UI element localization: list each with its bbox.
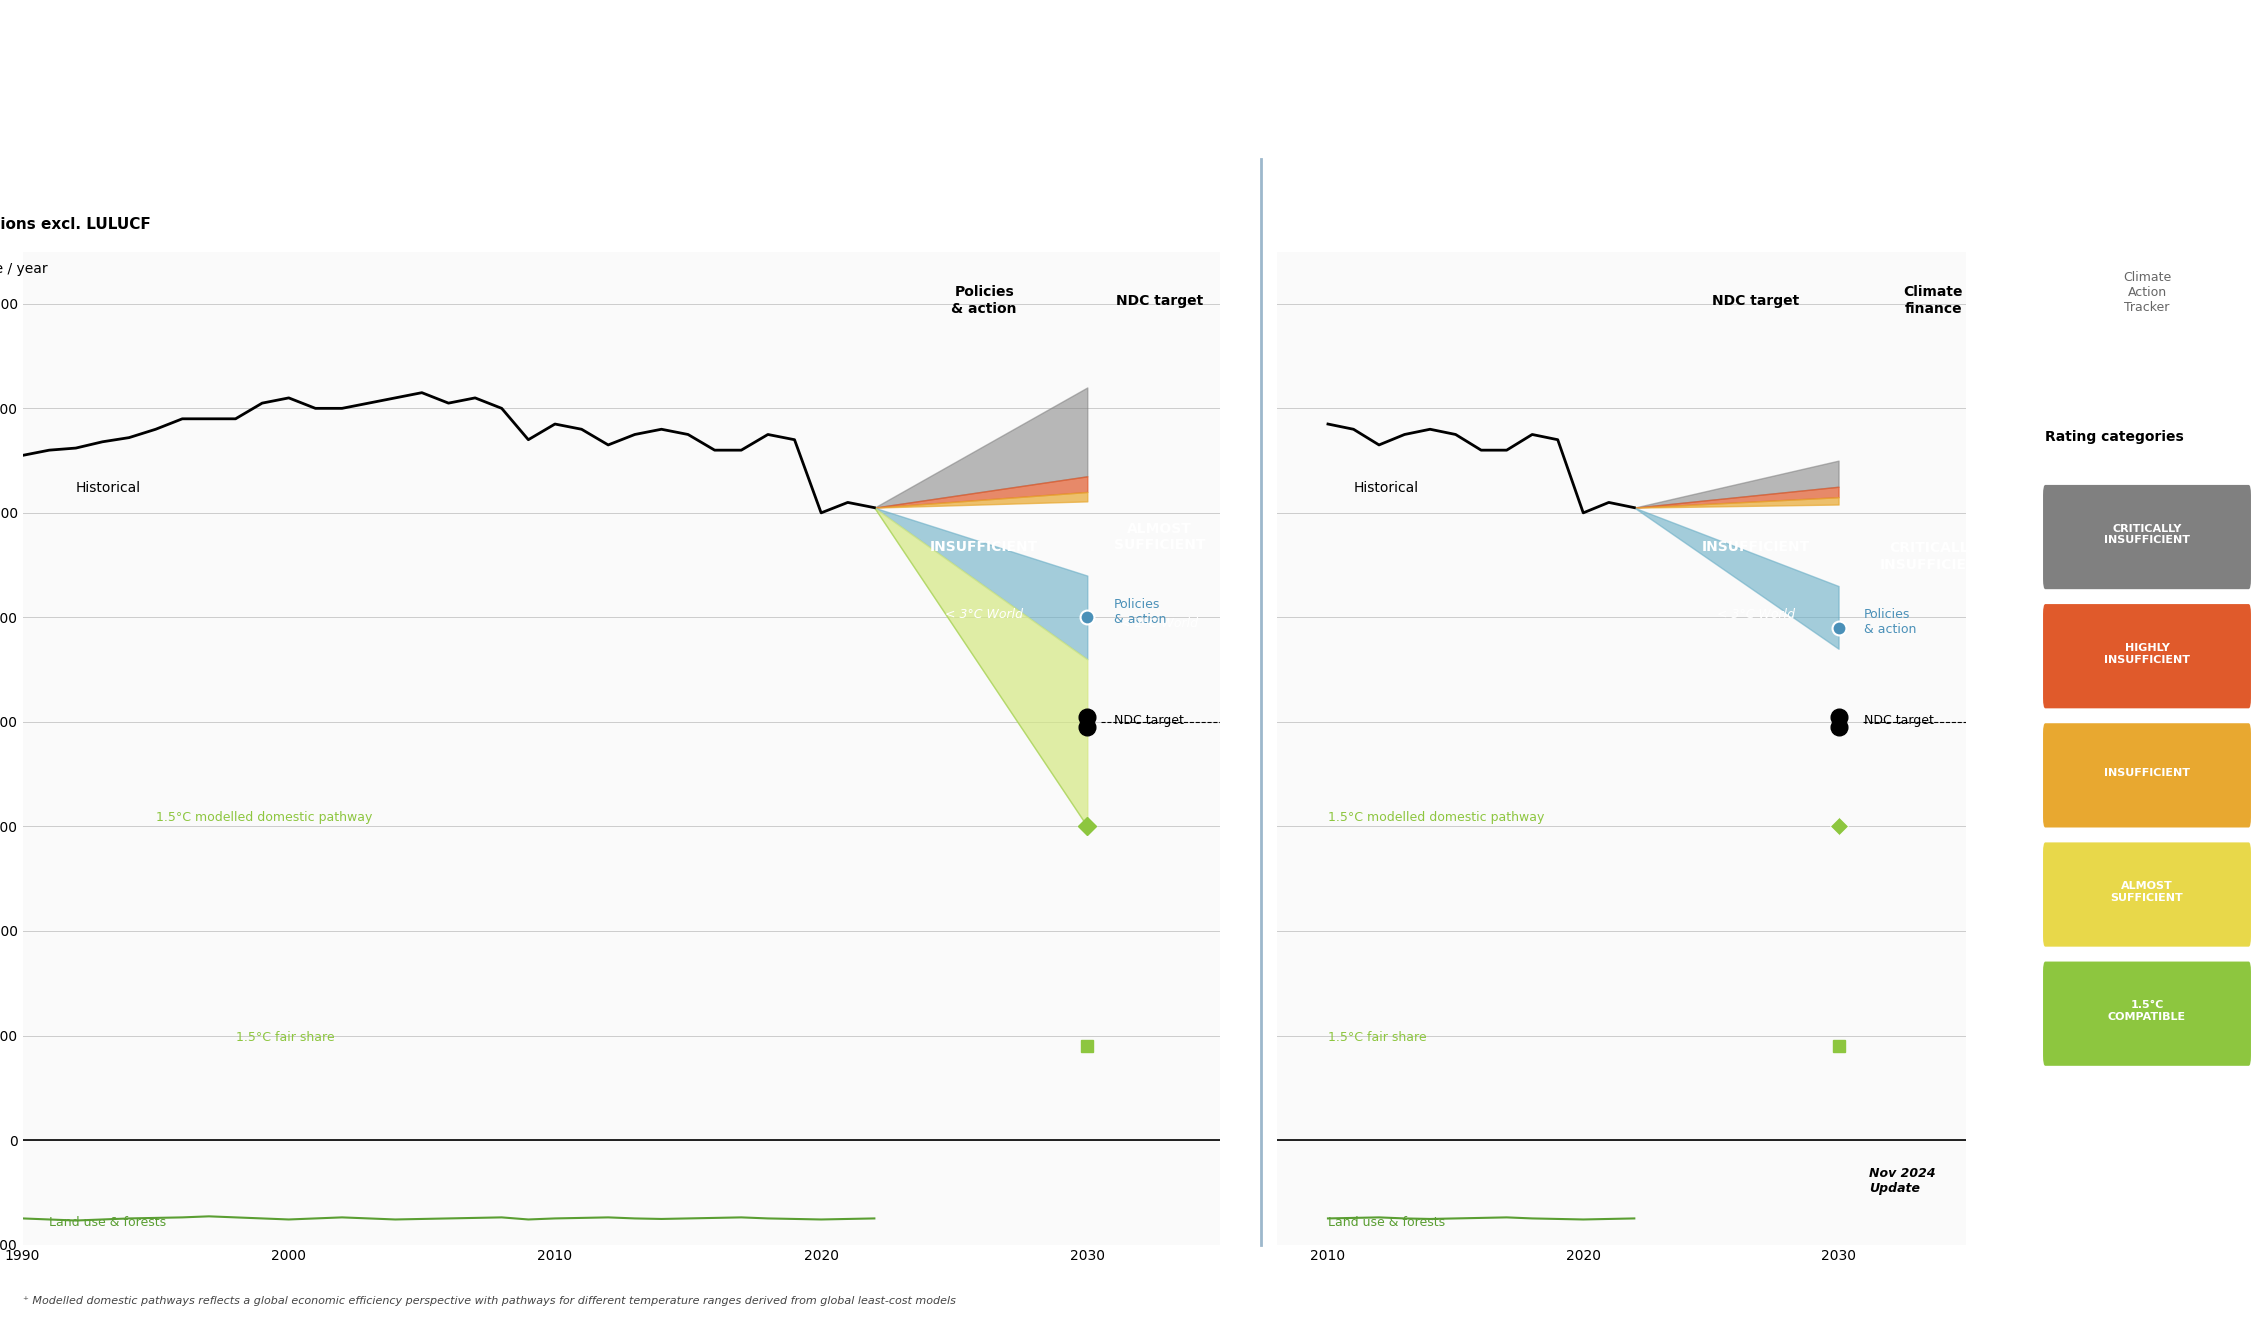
Text: ALMOST
SUFFICIENT: ALMOST SUFFICIENT [1114, 522, 1205, 552]
Text: INSUFFICIENT: INSUFFICIENT [2104, 768, 2190, 779]
FancyBboxPatch shape [2043, 604, 2251, 708]
Text: Nov 2024
Update: Nov 2024 Update [1869, 1168, 1937, 1196]
Text: ALMOST
SUFFICIENT: ALMOST SUFFICIENT [2111, 882, 2183, 903]
Text: 1.5°C fair share: 1.5°C fair share [235, 1030, 334, 1043]
Text: INSUFFICIENT: INSUFFICIENT [990, 102, 1270, 136]
Text: HIGHLY
INSUFFICIENT: HIGHLY INSUFFICIENT [2104, 643, 2190, 665]
Text: Emissions excl. LULUCF: Emissions excl. LULUCF [0, 217, 151, 232]
Text: Historical: Historical [1354, 481, 1419, 495]
Text: < 2°C World: < 2°C World [1121, 617, 1198, 630]
Text: Land use & forests: Land use & forests [50, 1215, 167, 1229]
Text: MtCO₂e / year: MtCO₂e / year [0, 262, 47, 277]
FancyBboxPatch shape [2043, 842, 2251, 947]
Text: Historical: Historical [77, 481, 140, 495]
Text: INSUFFICIENT: INSUFFICIENT [1702, 540, 1810, 553]
Text: Policies
& action: Policies & action [1114, 597, 1166, 626]
FancyBboxPatch shape [2043, 723, 2251, 828]
Text: NDC target: NDC target [1114, 714, 1184, 727]
FancyBboxPatch shape [2043, 485, 2251, 589]
Text: Climate
Action
Tracker: Climate Action Tracker [2122, 271, 2172, 314]
Text: 1.5°C
COMPATIBLE: 1.5°C COMPATIBLE [2109, 1001, 2185, 1022]
Text: UNITED STATES OVERALL RATING: UNITED STATES OVERALL RATING [945, 34, 1315, 54]
Text: NDC target: NDC target [1713, 294, 1799, 307]
Text: 1.5°C fair share: 1.5°C fair share [1329, 1030, 1426, 1043]
Text: Land use & forests: Land use & forests [1329, 1215, 1444, 1229]
Text: BASED ON MODELLED DOMESTIC PATHWAYS⁺: BASED ON MODELLED DOMESTIC PATHWAYS⁺ [122, 196, 579, 214]
FancyBboxPatch shape [2043, 961, 2251, 1066]
Text: < 3°C World: < 3°C World [945, 608, 1024, 621]
Text: 1.5°C modelled domestic pathway: 1.5°C modelled domestic pathway [156, 812, 373, 825]
Text: Rating categories: Rating categories [2045, 430, 2183, 445]
Text: BASED ON FAIR SHARE: BASED ON FAIR SHARE [1489, 196, 1720, 214]
Text: CRITICALLY
INSUFFICIENT: CRITICALLY INSUFFICIENT [1880, 542, 1987, 572]
Text: < 3°C World: < 3°C World [1718, 608, 1794, 621]
Text: Climate
finance: Climate finance [1903, 286, 1964, 315]
Text: NDC target: NDC target [1864, 714, 1935, 727]
Text: CRITICALLY
INSUFFICIENT: CRITICALLY INSUFFICIENT [2104, 524, 2190, 545]
Text: INSUFFICIENT: INSUFFICIENT [931, 540, 1037, 553]
Text: Policies
& action: Policies & action [951, 286, 1017, 315]
Text: 1.5°C modelled domestic pathway: 1.5°C modelled domestic pathway [1329, 812, 1544, 825]
Text: NDC target: NDC target [1116, 294, 1202, 307]
Text: ⁺ Modelled domestic pathways reflects a global economic efficiency perspective w: ⁺ Modelled domestic pathways reflects a … [23, 1296, 956, 1307]
Text: Policies
& action: Policies & action [1864, 608, 1916, 636]
